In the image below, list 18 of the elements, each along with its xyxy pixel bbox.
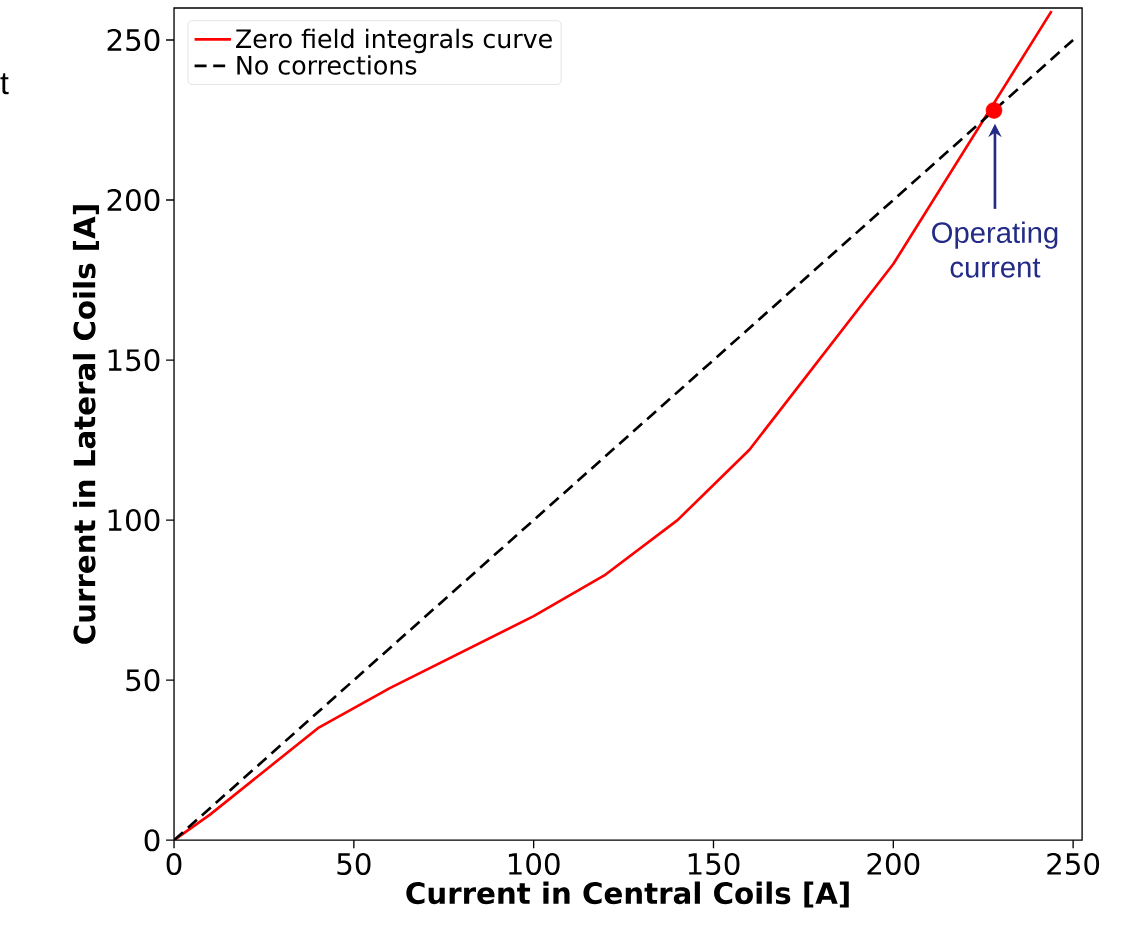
x-tick-label: 100: [508, 852, 560, 876]
y-axis-title: Current in Lateral Coils [A]: [72, 205, 99, 644]
text: t: [0, 73, 9, 95]
y-tick-label: 250: [107, 28, 160, 52]
x-tick-label: 50: [337, 852, 371, 876]
x-tick-label: 0: [166, 852, 182, 876]
x-tick-label: 200: [867, 852, 920, 876]
y-tick-label: 150: [108, 349, 160, 372]
annotation: Operating current: [932, 221, 1058, 278]
legend-label: No corrections: [237, 55, 417, 75]
y-tick-label: 200: [107, 188, 160, 212]
x-tick-label: 250: [1047, 852, 1100, 876]
legend-label: Zero field integrals curve: [236, 28, 552, 54]
y-tick-label: 100: [108, 509, 160, 532]
y-tick-label: 0: [144, 829, 160, 852]
x-axis-title: Current in Central Coils [A]: [406, 881, 849, 908]
x-tick-label: 150: [688, 852, 740, 876]
y-tick-label: 50: [126, 669, 160, 692]
